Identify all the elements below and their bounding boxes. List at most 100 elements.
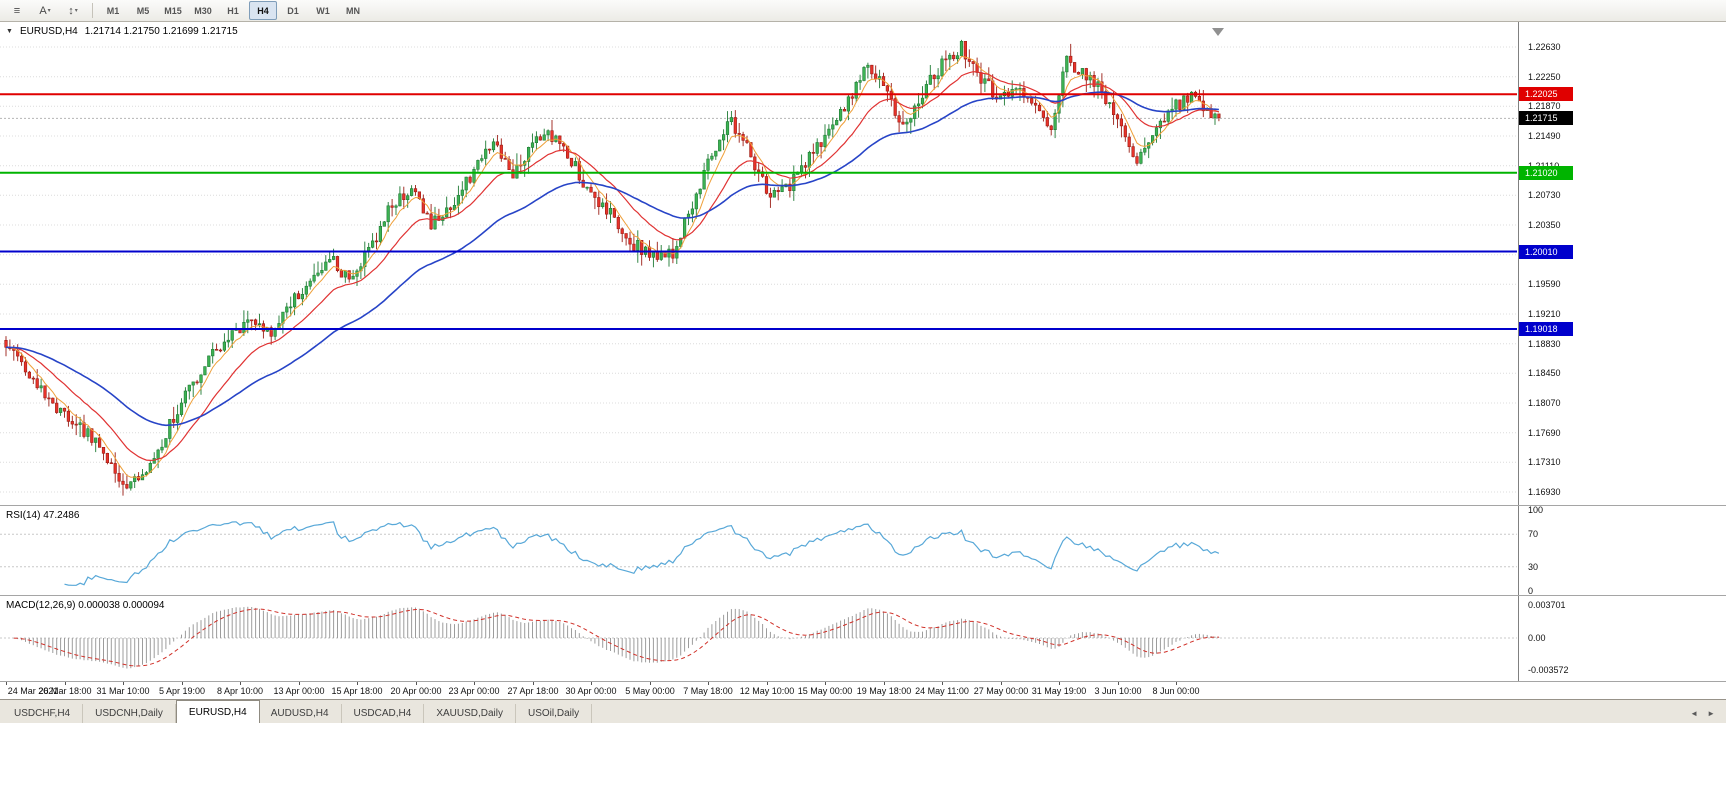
time-axis-label: 8 Jun 00:00 xyxy=(1152,686,1200,696)
time-axis-tick xyxy=(1118,682,1119,685)
timeframe-button-m5[interactable]: M5 xyxy=(136,5,150,16)
time-axis-tick xyxy=(708,682,709,685)
time-axis-tick xyxy=(6,682,7,685)
rsi-axis-label: 30 xyxy=(1528,561,1539,572)
time-axis-label: 23 Apr 00:00 xyxy=(448,686,500,696)
hline-price-tag-1.21020: 1.21020 xyxy=(1519,165,1573,180)
price-axis-label: 1.21870 xyxy=(1528,101,1561,112)
chart-tabs-bar: USDCHF,H4 USDCNH,Daily EURUSD,H4 AUDUSD,H4 U… xyxy=(0,699,1726,723)
time-axis-label: 31 May 19:00 xyxy=(1031,686,1087,696)
hline-price-tag-1.22025: 1.22025 xyxy=(1519,87,1573,102)
time-axis-label: 7 May 18:00 xyxy=(683,686,733,696)
timeframe-button-m30[interactable]: M30 xyxy=(194,5,212,16)
time-axis-tick xyxy=(1059,682,1060,685)
timeframe-button-d1[interactable]: D1 xyxy=(287,5,299,16)
macd-label: MACD(12,26,9) 0.000038 0.000094 xyxy=(6,600,165,611)
price-axis-label: 1.22250 xyxy=(1528,71,1561,82)
price-axis[interactable]: 1.22630 1.22250 1.21870 1.21490 1.21110 1.207… xyxy=(1518,22,1726,681)
time-axis-label: 27 Apr 18:00 xyxy=(507,686,559,696)
timeframe-button-mn[interactable]: MN xyxy=(346,5,360,16)
current-price-tag: 1.21715 xyxy=(1519,111,1573,126)
toolbar-separator xyxy=(92,3,93,18)
dropdown-caret-icon: ▾ xyxy=(47,8,51,14)
hline-price-tag-1.19018: 1.19018 xyxy=(1519,321,1573,336)
toolbar: ≡ A ▾ ↕ ▾ M1 M5 M15 M30 H1 H4 D1 W1 MN xyxy=(0,0,1726,22)
time-axis[interactable]: 24 Mar 2021 26 Mar 18:00 31 Mar 10:00 5 Apr… xyxy=(0,682,1518,699)
timeframe-button-m15[interactable]: M15 xyxy=(164,5,182,16)
price-axis-label: 1.18450 xyxy=(1528,368,1561,379)
time-axis-label: 20 Apr 00:00 xyxy=(390,686,442,696)
dropdown-caret-icon: ▾ xyxy=(74,8,78,14)
chart-tabs: USDCHF,H4 USDCNH,Daily EURUSD,H4 AUDUSD,H4 U… xyxy=(2,700,593,723)
price-axis-label: 1.18070 xyxy=(1528,397,1561,408)
chart-tab-usdchf-h4[interactable]: USDCHF,H4 xyxy=(2,704,84,723)
time-axis-tick xyxy=(942,682,943,685)
price-axis-label: 1.20350 xyxy=(1528,219,1561,230)
time-axis-divider xyxy=(0,681,1726,682)
tab-scroll-arrows: ◄ ► xyxy=(1687,708,1726,723)
time-axis-tick xyxy=(825,682,826,685)
chart-tab-eurusd-h4[interactable]: EURUSD,H4 xyxy=(175,700,260,723)
rsi-axis-label: 70 xyxy=(1528,529,1539,540)
chart-tab-audusd-h4[interactable]: AUDUSD,H4 xyxy=(259,704,342,723)
chart-list-icon[interactable]: ≡ xyxy=(13,4,21,17)
price-axis-label: 1.17310 xyxy=(1528,457,1561,468)
time-axis-tick xyxy=(533,682,534,685)
time-axis-tick xyxy=(767,682,768,685)
chart-title: ▼ EURUSD,H4 1.21714 1.21750 1.21699 1.21… xyxy=(6,26,238,37)
scroll-tabs-left-button[interactable]: ◄ xyxy=(1690,709,1699,718)
text-label-icon[interactable]: A ▾ xyxy=(39,4,51,17)
rsi-panel-divider[interactable] xyxy=(0,505,1726,506)
quick-trade-arrow-icon[interactable]: ▼ xyxy=(6,28,13,35)
time-axis-tick xyxy=(182,682,183,685)
scroll-tabs-right-button[interactable]: ► xyxy=(1707,709,1715,718)
price-axis-label: 1.21490 xyxy=(1528,130,1561,141)
price-axis-label: 1.18830 xyxy=(1528,338,1561,349)
price-axis-label: 1.22630 xyxy=(1528,42,1561,52)
chart-symbol-period: EURUSD,H4 xyxy=(19,26,78,37)
price-axis-label: 1.19210 xyxy=(1528,308,1561,319)
time-axis-tick xyxy=(123,682,124,685)
price-chart-canvas[interactable] xyxy=(0,22,1518,505)
time-axis-label: 12 May 10:00 xyxy=(739,686,795,696)
time-axis-label: 15 Apr 18:00 xyxy=(331,686,383,696)
time-axis-tick xyxy=(474,682,475,685)
price-axis-label: 1.21110 xyxy=(1528,161,1559,171)
time-axis-label: 30 Apr 00:00 xyxy=(565,686,617,696)
line-studies-icon[interactable]: ↕ ▾ xyxy=(68,4,78,17)
price-axis-label: 1.20730 xyxy=(1528,190,1561,201)
time-axis-label: 13 Apr 00:00 xyxy=(273,686,325,696)
time-axis-label: 5 May 00:00 xyxy=(625,686,675,696)
rsi-label: RSI(14) 47.2486 xyxy=(6,510,80,521)
time-axis-label: 8 Apr 10:00 xyxy=(216,686,264,696)
timeframe-bar: M1 M5 M15 M30 H1 H4 D1 W1 MN xyxy=(98,0,368,21)
macd-panel-divider[interactable] xyxy=(0,595,1726,596)
time-axis-label: 24 Mar 2021 xyxy=(7,686,59,696)
time-axis-label: 27 May 00:00 xyxy=(973,686,1029,696)
time-axis-tick xyxy=(1001,682,1002,685)
chart-shift-marker xyxy=(1212,28,1224,36)
timeframe-button-m1[interactable]: M1 xyxy=(106,5,120,16)
rsi-axis-label: 0 xyxy=(1528,586,1534,596)
toolbar-icons: ≡ A ▾ ↕ ▾ xyxy=(3,0,87,21)
macd-axis-label: 0.003701 xyxy=(1528,599,1566,610)
timeframe-button-h4[interactable]: H4 xyxy=(249,1,277,20)
time-axis-tick xyxy=(65,682,66,685)
time-axis-label: 15 May 00:00 xyxy=(797,686,853,696)
hline-price-tag-1.20010: 1.20010 xyxy=(1519,244,1573,259)
macd-axis-label: 0.00 xyxy=(1528,633,1546,643)
timeframe-button-h1[interactable]: H1 xyxy=(227,5,239,16)
time-axis-label: 24 May 11:00 xyxy=(915,686,969,696)
time-axis-tick xyxy=(1176,682,1177,685)
chart-tab-xauusd-daily[interactable]: XAUUSD,Daily xyxy=(424,704,516,723)
rsi-panel-canvas[interactable] xyxy=(0,506,1518,595)
chart-tab-usdcad-h4[interactable]: USDCAD,H4 xyxy=(342,704,425,723)
rsi-axis-label: 100 xyxy=(1528,505,1544,515)
chart-tab-usoil-daily[interactable]: USOil,Daily xyxy=(516,704,593,723)
time-axis-label: 26 Mar 18:00 xyxy=(38,686,92,696)
chart-tab-usdcnh-daily[interactable]: USDCNH,Daily xyxy=(83,704,176,723)
time-axis-tick xyxy=(650,682,651,685)
timeframe-button-w1[interactable]: W1 xyxy=(316,5,330,16)
macd-panel-canvas[interactable] xyxy=(0,596,1518,681)
